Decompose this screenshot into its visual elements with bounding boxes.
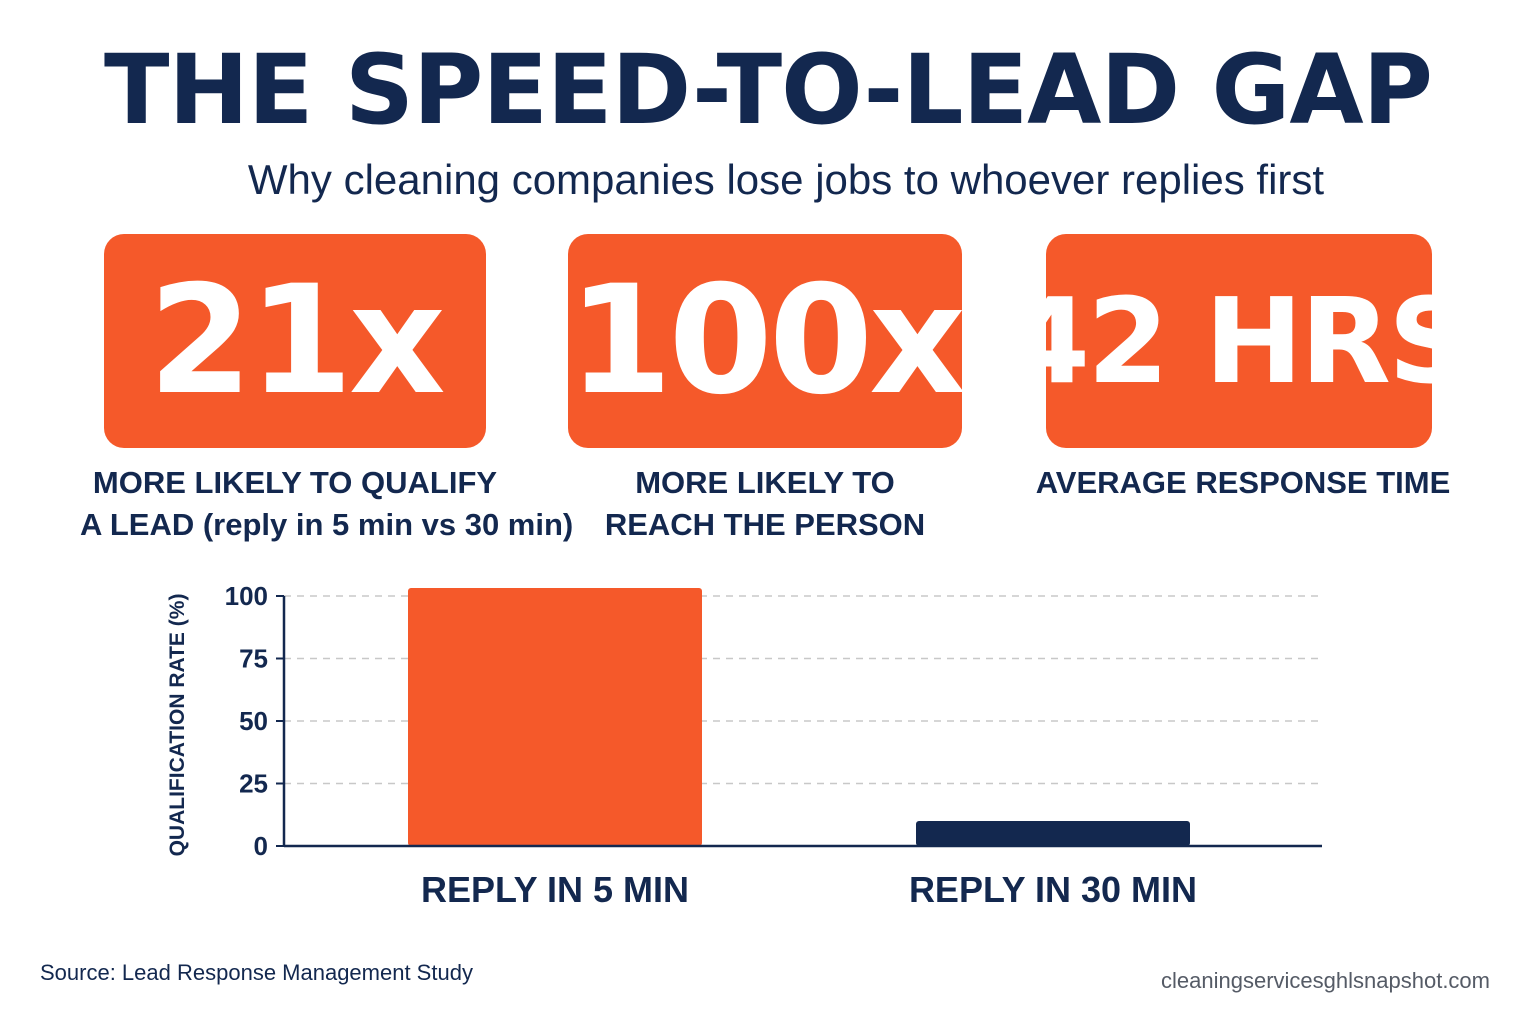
page-subtitle: Why cleaning companies lose jobs to whoe… bbox=[247, 156, 1325, 203]
chart-labels: 0 25 50 75 100 REPLY IN 5 MIN REPLY IN 30 MIN Q… bbox=[166, 581, 1197, 910]
stat-card-qualify: 21x bbox=[104, 234, 486, 448]
stat-label-reach-line-2: REACH THE PERSON bbox=[604, 507, 926, 542]
stat-label-qualify-line-1: MORE LIKELY TO QUALIFY bbox=[92, 465, 498, 500]
page-title: THE SPEED-TO-LEAD GAP bbox=[103, 34, 1433, 146]
qualification-rate-bar-chart: 0 25 50 75 100 REPLY IN 5 MIN REPLY IN 30 MIN Q… bbox=[166, 581, 1322, 910]
y-tick-label-75: 75 bbox=[239, 644, 268, 674]
y-tick-label-100: 100 bbox=[225, 581, 268, 611]
stat-label-qualify: MORE LIKELY TO QUALIFY A LEAD (reply in … bbox=[80, 462, 574, 546]
y-tick-label-0: 0 bbox=[254, 831, 268, 861]
bar-reply-in-5-min bbox=[408, 588, 702, 846]
chart-bars bbox=[408, 588, 1190, 846]
stat-label-reach-line-1: MORE LIKELY TO bbox=[635, 465, 895, 500]
source-note: Source: Lead Response Management Study bbox=[40, 960, 473, 985]
bar-reply-in-30-min bbox=[916, 821, 1190, 846]
stat-card-response-time: 42 HRS bbox=[1008, 234, 1473, 448]
stat-value-reach: 100x bbox=[568, 254, 966, 428]
stat-label-response-time: AVERAGE RESPONSE TIME bbox=[1026, 462, 1460, 504]
stat-label-reach: MORE LIKELY TO REACH THE PERSON bbox=[548, 462, 982, 546]
y-axis-title: QUALIFICATION RATE (%) bbox=[166, 594, 189, 857]
y-tick-label-25: 25 bbox=[239, 769, 268, 799]
x-category-label: REPLY IN 5 MIN bbox=[421, 869, 689, 910]
stat-card-reach: 100x bbox=[568, 234, 966, 448]
chart-axes bbox=[276, 595, 1322, 848]
stat-value-qualify: 21x bbox=[148, 254, 445, 428]
x-category-label: REPLY IN 30 MIN bbox=[909, 869, 1197, 910]
y-tick-label-50: 50 bbox=[239, 706, 268, 736]
website-credit: cleaningservicesghlsnapshot.com bbox=[1161, 968, 1490, 993]
stat-label-response-time-line-1: AVERAGE RESPONSE TIME bbox=[1035, 465, 1451, 500]
stat-value-response-time: 42 HRS bbox=[1008, 272, 1473, 410]
stat-label-qualify-line-2: A LEAD (reply in 5 min vs 30 min) bbox=[80, 507, 574, 542]
